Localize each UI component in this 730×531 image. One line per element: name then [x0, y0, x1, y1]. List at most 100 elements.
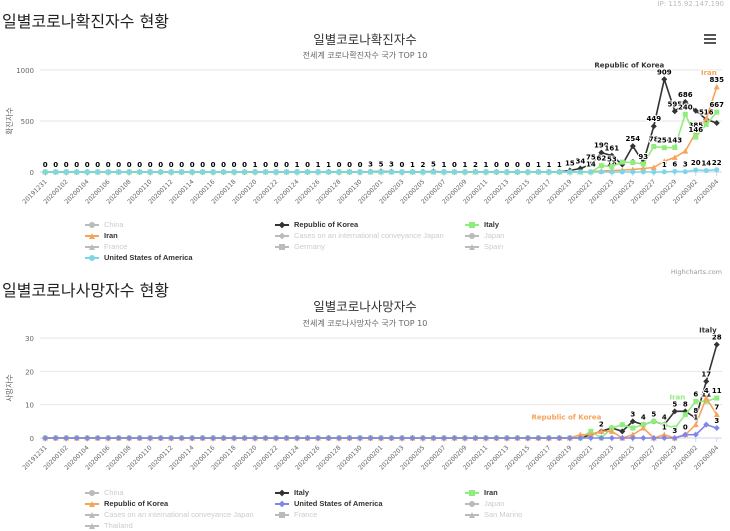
data-label: 14: [586, 160, 596, 168]
data-label: 1: [316, 161, 321, 169]
data-point: [619, 422, 625, 428]
data-point: [692, 431, 699, 438]
legend-item[interactable]: Japan: [465, 499, 504, 508]
data-point: [671, 154, 678, 160]
data-point: [116, 169, 122, 175]
legend-label: Germany: [294, 242, 325, 251]
data-point: [682, 431, 689, 438]
data-label: 1: [483, 161, 488, 169]
data-label: 516: [699, 108, 714, 116]
legend-label: Thailand: [104, 521, 133, 530]
data-point: [136, 435, 143, 441]
data-point: [630, 160, 636, 166]
series-name-label: Iran: [670, 393, 686, 401]
data-point: [661, 435, 668, 441]
series-name-label: Republic of Korea: [594, 61, 664, 69]
data-label: 8: [693, 407, 698, 415]
legend-label: China: [104, 488, 124, 497]
circle-marker-icon: [85, 489, 99, 497]
legend-item[interactable]: Cases on an international conveyance Jap…: [85, 510, 254, 519]
legend-item[interactable]: Iran: [465, 488, 498, 497]
legend-label: San Marino: [484, 510, 523, 519]
data-point: [53, 169, 59, 175]
data-label: 0: [358, 161, 363, 169]
data-label: 22: [712, 159, 722, 167]
data-point: [588, 169, 594, 175]
data-point: [368, 169, 374, 175]
data-point: [672, 425, 678, 431]
legend-label: United States of America: [104, 253, 193, 262]
data-point: [661, 145, 667, 151]
data-point: [283, 435, 290, 441]
data-point: [462, 169, 468, 175]
legend-item[interactable]: China: [85, 488, 124, 497]
legend-label: Japan: [484, 499, 505, 508]
data-point: [692, 421, 699, 428]
legend-item[interactable]: Germany: [275, 242, 325, 251]
legend-item[interactable]: Japan: [465, 231, 504, 240]
credits-link[interactable]: Highcharts.com: [670, 268, 722, 276]
legend-item[interactable]: Cases on an international conveyance Jap…: [275, 231, 444, 240]
data-point: [629, 143, 636, 150]
data-point: [493, 169, 499, 175]
data-point: [713, 425, 720, 431]
data-point: [294, 435, 301, 441]
data-label: 0: [53, 161, 58, 169]
data-point: [336, 435, 343, 441]
legend-item[interactable]: Italy: [465, 220, 499, 229]
diamond-marker-icon: [275, 500, 289, 508]
legend-item[interactable]: Spain: [465, 242, 503, 251]
data-label: 0: [169, 161, 174, 169]
data-point: [84, 435, 91, 441]
data-point: [357, 435, 364, 441]
y-tick-label: 20: [25, 368, 34, 376]
data-label: 0: [95, 161, 100, 169]
data-point: [304, 435, 311, 441]
data-point: [420, 169, 426, 175]
legend-label: Italy: [294, 488, 310, 497]
legend-item[interactable]: Iran: [85, 231, 118, 240]
data-point: [189, 435, 196, 441]
data-label: 250: [657, 137, 672, 145]
data-point: [640, 425, 647, 431]
data-point: [608, 435, 615, 441]
data-point: [651, 144, 657, 149]
data-point: [514, 169, 520, 175]
data-label: 4: [704, 387, 709, 395]
data-point: [147, 435, 154, 441]
legend-item[interactable]: France: [85, 242, 127, 251]
data-label: 11: [712, 387, 722, 395]
data-label: 6: [672, 160, 677, 168]
series-name-label: Italy: [699, 327, 717, 335]
legend-item[interactable]: Republic of Korea: [85, 499, 168, 508]
legend-item[interactable]: United States of America: [85, 253, 193, 262]
legend-item[interactable]: Republic of Korea: [275, 220, 358, 229]
chart-menu-icon[interactable]: [704, 34, 716, 44]
data-point: [713, 120, 720, 127]
data-label: 143: [667, 137, 682, 145]
data-label: 17: [701, 370, 711, 378]
data-label: 1: [253, 161, 258, 169]
data-point: [714, 395, 720, 401]
data-label: 5: [651, 410, 656, 418]
data-label: 53: [607, 156, 617, 164]
y-tick-label: 0: [30, 169, 34, 177]
chart-subtitle-confirmed: 전세계 코로나확진자수 국가 TOP 10: [302, 51, 428, 60]
legend-item[interactable]: San Marino: [465, 510, 522, 519]
data-point: [587, 431, 594, 438]
legend-item[interactable]: Thailand: [85, 521, 133, 530]
data-point: [221, 169, 227, 175]
data-label: 3: [672, 427, 677, 435]
legend-item[interactable]: Italy: [275, 488, 309, 497]
legend-item[interactable]: China: [85, 220, 124, 229]
data-label: 0: [452, 161, 457, 169]
legend-item[interactable]: France: [275, 510, 317, 519]
data-point: [52, 435, 59, 441]
data-point: [262, 435, 269, 441]
data-point: [147, 169, 153, 175]
data-point: [630, 425, 636, 431]
data-point: [546, 169, 552, 175]
data-label: 1: [662, 424, 667, 432]
legend-item[interactable]: United States of America: [275, 499, 383, 508]
data-label: 3: [683, 161, 688, 169]
